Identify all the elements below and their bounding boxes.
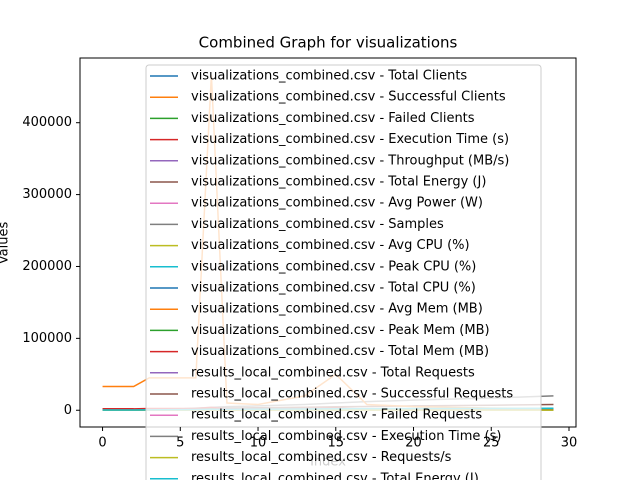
y-tick-label: 400000 — [22, 115, 72, 130]
legend-label: results_local_combined.csv - Total Reque… — [191, 365, 475, 380]
legend-label: results_local_combined.csv - Requests/s — [191, 450, 452, 465]
y-tick-label: 200000 — [22, 259, 72, 274]
y-tick-label: 100000 — [22, 331, 72, 346]
legend-label: visualizations_combined.csv - Avg Mem (M… — [191, 302, 483, 317]
legend-label: visualizations_combined.csv - Total Mem … — [191, 344, 489, 359]
chart-title: Combined Graph for visualizations — [199, 34, 458, 52]
y-axis-label: Values — [0, 222, 12, 265]
legend-label: results_local_combined.csv - Total Energ… — [191, 471, 479, 480]
legend-label: visualizations_combined.csv - Samples — [191, 217, 444, 232]
legend-label: visualizations_combined.csv - Successful… — [191, 90, 506, 105]
legend-label: visualizations_combined.csv - Avg CPU (%… — [191, 238, 470, 253]
legend-label: visualizations_combined.csv - Peak Mem (… — [191, 323, 490, 338]
x-tick-label: 15 — [328, 436, 345, 451]
legend-label: results_local_combined.csv - Execution T… — [191, 429, 501, 444]
y-tick-label: 0 — [64, 403, 72, 418]
legend: visualizations_combined.csv - Total Clie… — [145, 64, 542, 480]
x-tick-label: 25 — [483, 436, 500, 451]
legend-label: visualizations_combined.csv - Total CPU … — [191, 281, 476, 296]
legend-label: results_local_combined.csv - Successful … — [191, 387, 513, 402]
y-tick-label: 300000 — [22, 187, 72, 202]
legend-label: visualizations_combined.csv - Avg Power … — [191, 196, 483, 211]
x-tick-label: 5 — [176, 436, 184, 451]
legend-label: visualizations_combined.csv - Peak CPU (… — [191, 259, 476, 274]
legend-label: visualizations_combined.csv - Total Clie… — [191, 69, 467, 84]
legend-label: visualizations_combined.csv - Total Ener… — [191, 175, 486, 190]
legend-label: results_local_combined.csv - Failed Requ… — [191, 408, 482, 423]
x-tick-label: 0 — [98, 436, 106, 451]
legend-label: visualizations_combined.csv - Execution … — [191, 132, 509, 147]
x-tick-label: 30 — [561, 436, 578, 451]
legend-box — [145, 64, 542, 480]
x-tick-label: 10 — [250, 436, 267, 451]
legend-label: visualizations_combined.csv - Throughput… — [191, 153, 509, 168]
legend-label: visualizations_combined.csv - Failed Cli… — [191, 111, 475, 126]
x-tick-label: 20 — [405, 436, 422, 451]
